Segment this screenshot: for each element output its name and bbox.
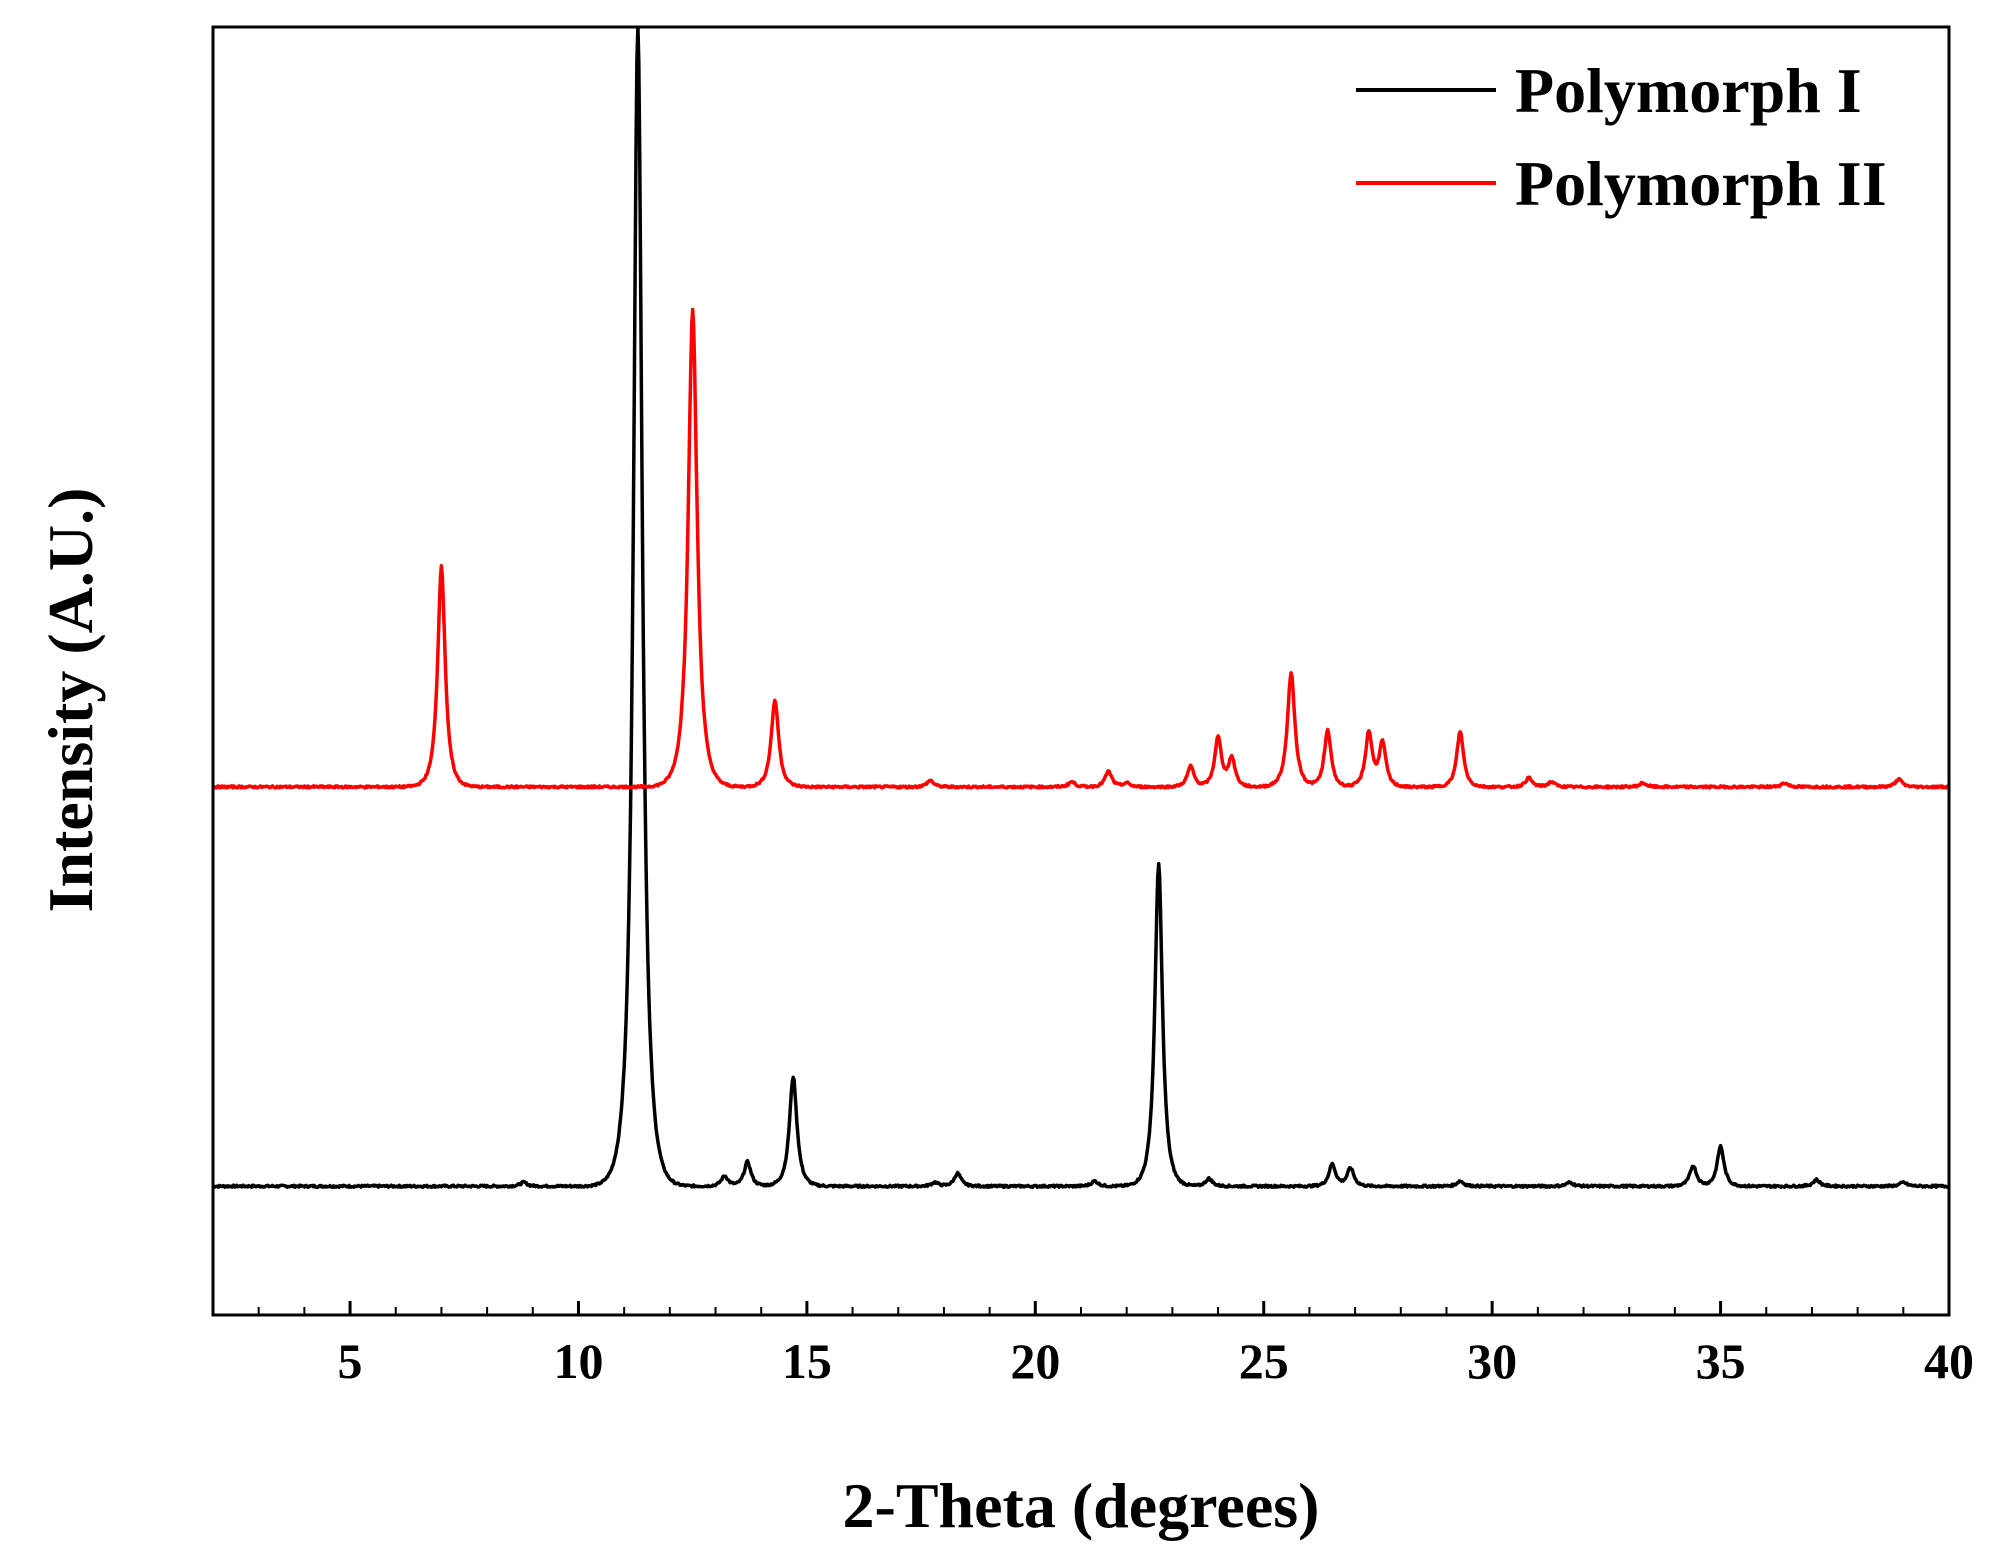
x-axis: 5 10 15 20 25 30 35 40 (212, 1301, 1974, 1389)
series-layer (213, 27, 1949, 1189)
series-line-polymorph-i (213, 27, 1949, 1189)
x-tick-label: 30 (1467, 1333, 1517, 1389)
x-tick-label: 20 (1010, 1333, 1060, 1389)
legend: Polymorph I Polymorph II (1356, 55, 1887, 219)
x-tick-label: 5 (338, 1333, 363, 1389)
legend-label-polymorph-i: Polymorph I (1515, 55, 1862, 126)
x-axis-label: 2-Theta (degrees) (843, 1470, 1320, 1541)
series-line-polymorph-ii (213, 307, 1949, 790)
plot-frame (211, 25, 1951, 1317)
x-tick-label: 10 (553, 1333, 603, 1389)
x-tick-label: 25 (1239, 1333, 1289, 1389)
legend-label-polymorph-ii: Polymorph II (1515, 148, 1887, 219)
x-tick-label: 15 (782, 1333, 832, 1389)
x-tick-label: 35 (1696, 1333, 1746, 1389)
y-axis-label: Intensity (A.U.) (35, 488, 106, 913)
x-tick-label: 40 (1924, 1333, 1974, 1389)
